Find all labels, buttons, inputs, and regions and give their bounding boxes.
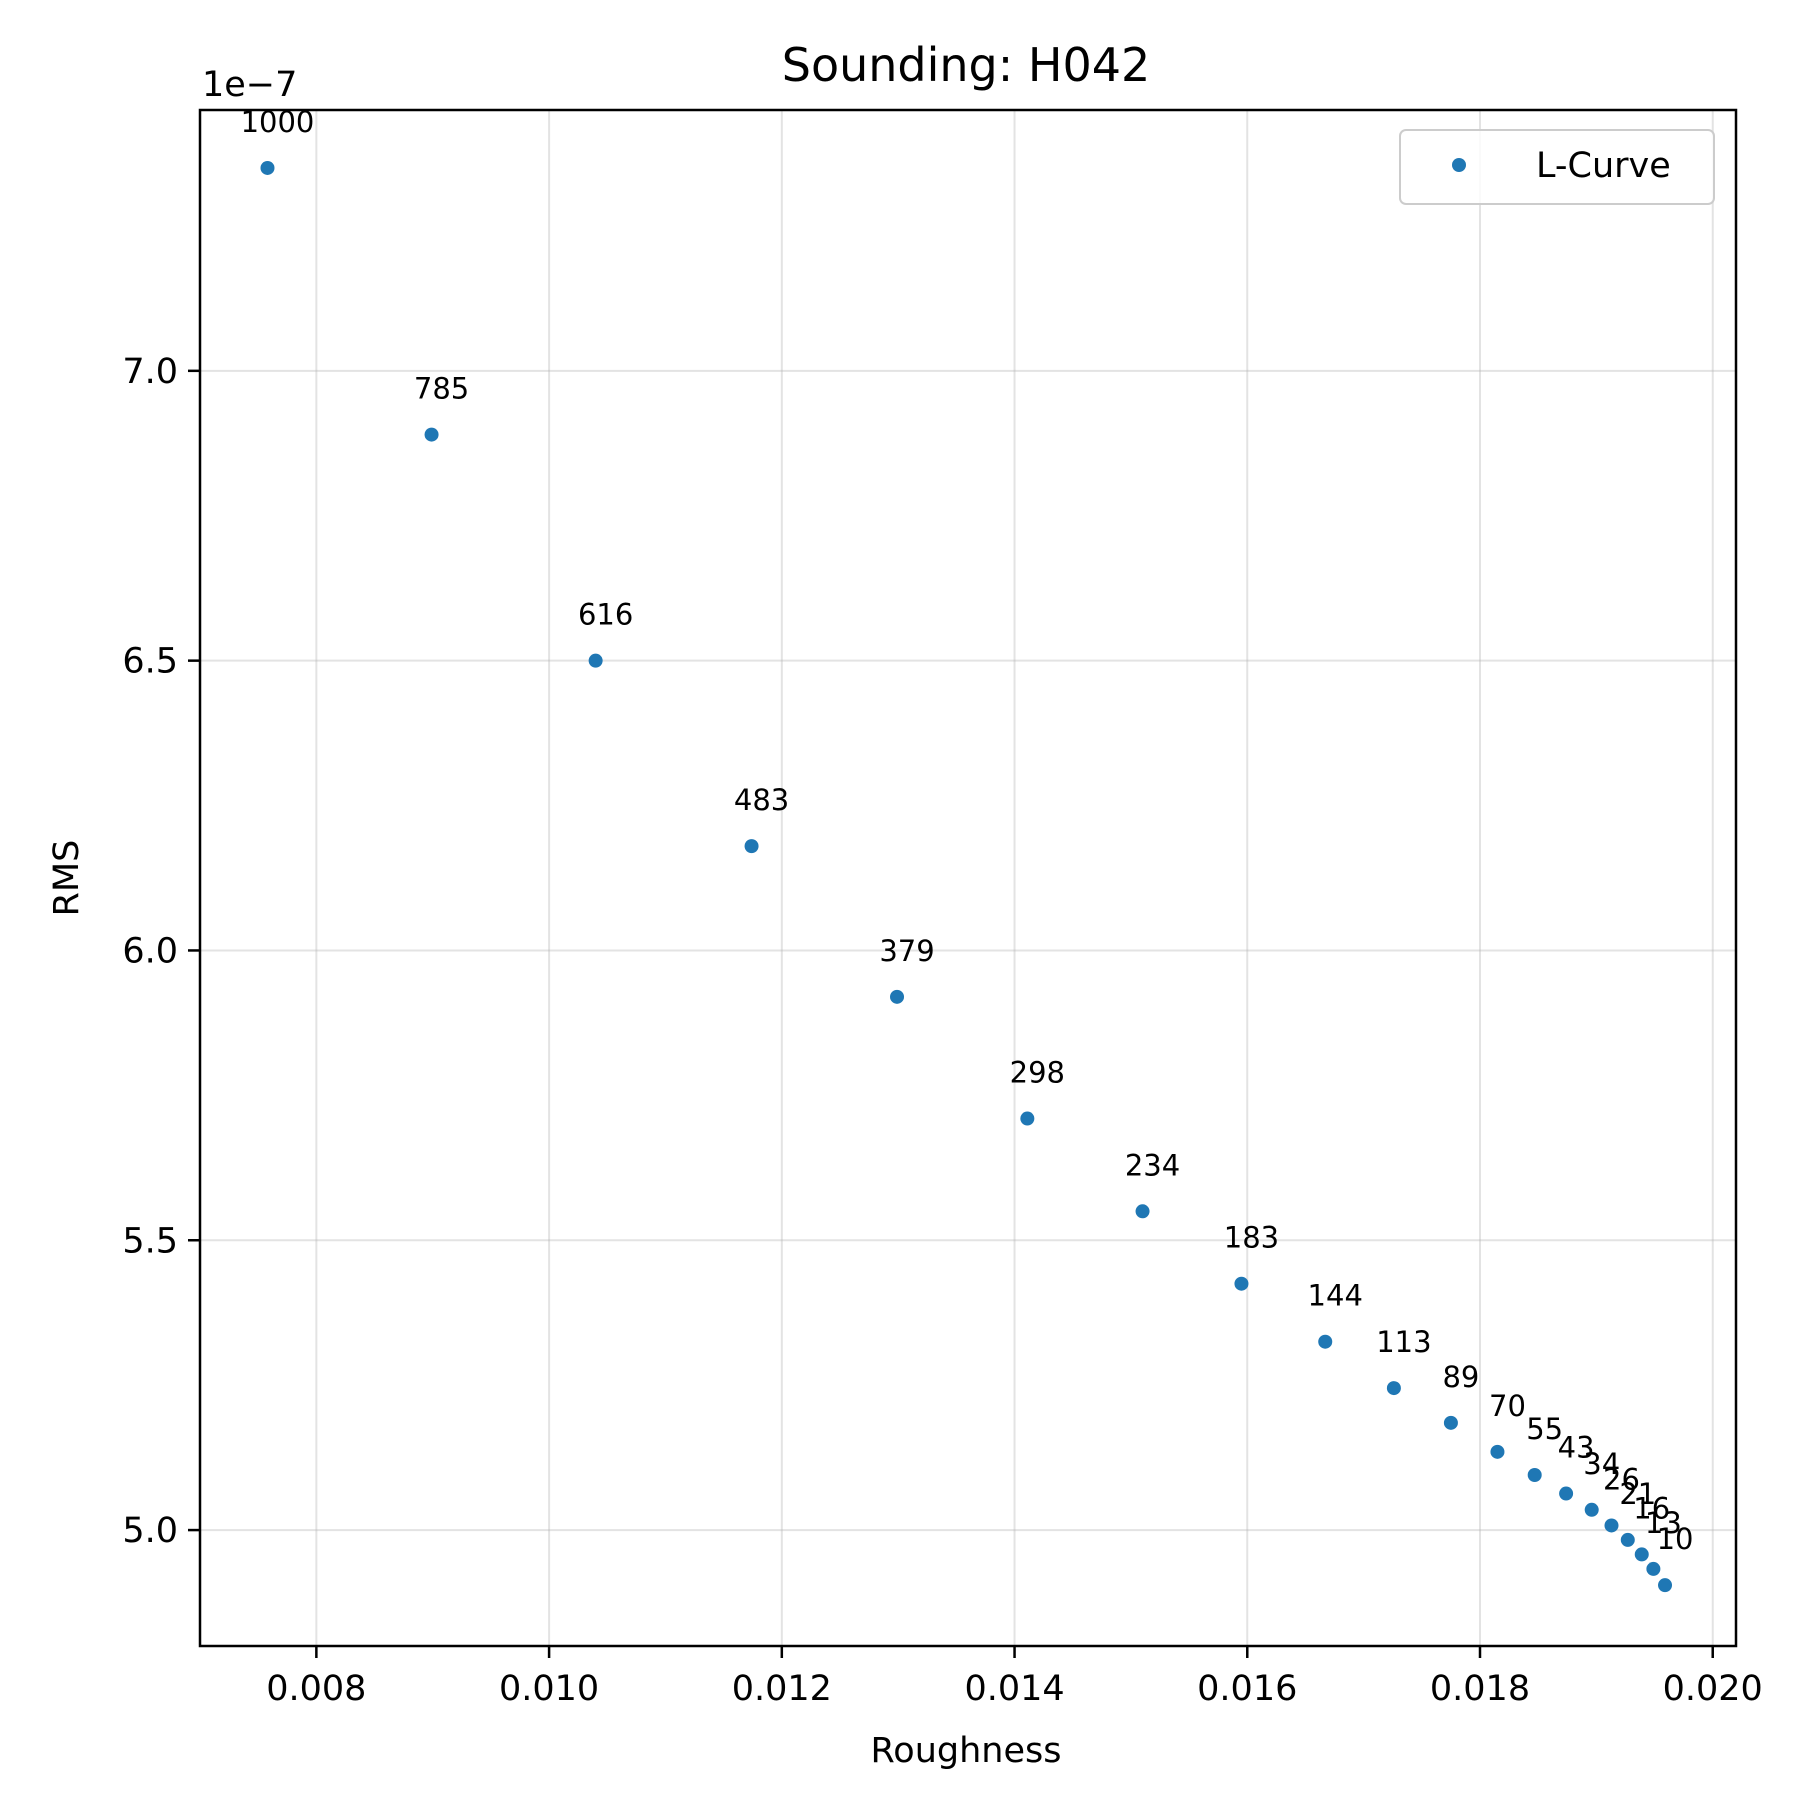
- data-point-label: 13: [1645, 1506, 1682, 1540]
- y-tick-label: 5.5: [122, 1221, 178, 1261]
- data-point: [1490, 1444, 1505, 1459]
- data-point-label: 785: [414, 372, 469, 406]
- x-axis-label: Roughness: [871, 1731, 1062, 1771]
- data-point-label: 26: [1603, 1462, 1640, 1496]
- x-tick-label: 0.018: [1430, 1669, 1530, 1709]
- data-point-label: 89: [1442, 1360, 1479, 1394]
- data-point: [1527, 1468, 1542, 1483]
- y-tick-label: 7.0: [122, 352, 178, 392]
- data-point-label: 379: [879, 934, 934, 968]
- data-point-label: 55: [1526, 1412, 1563, 1446]
- y-tick-label: 6.5: [122, 642, 178, 682]
- data-point-label: 298: [1010, 1056, 1065, 1090]
- y-tick-label: 6.0: [122, 931, 178, 971]
- y-axis-ticks: 5.0 5.5 6.0 6.5 7.0: [122, 352, 200, 1551]
- plot-frame: [198, 108, 1738, 1648]
- data-point: [1386, 1381, 1401, 1396]
- data-point: [260, 160, 275, 175]
- data-point-label: 43: [1558, 1431, 1595, 1465]
- y-axis-offset-label: 1e−7: [202, 65, 297, 105]
- x-tick-label: 0.012: [732, 1669, 832, 1709]
- chart-title: Sounding: H042: [782, 38, 1151, 92]
- data-point: [1646, 1561, 1661, 1576]
- x-tick-label: 0.020: [1663, 1669, 1763, 1709]
- x-tick-label: 0.008: [266, 1669, 366, 1709]
- grid: [200, 110, 1736, 1646]
- data-point-label: 183: [1224, 1221, 1279, 1255]
- data-point: [1658, 1578, 1673, 1593]
- data-point-label: 70: [1489, 1389, 1526, 1423]
- data-point-label: 21: [1619, 1477, 1656, 1511]
- legend-entry-l-curve: L-Curve: [1536, 146, 1671, 186]
- data-point: [1584, 1502, 1599, 1517]
- legend-marker: [1452, 158, 1466, 172]
- data-point-label: 16: [1633, 1491, 1670, 1525]
- x-tick-label: 0.014: [964, 1669, 1064, 1709]
- data-point-label: 10: [1657, 1522, 1694, 1556]
- data-point-label: 616: [578, 598, 633, 632]
- x-tick-label: 0.016: [1197, 1669, 1297, 1709]
- data-point: [1604, 1518, 1619, 1533]
- data-point: [890, 989, 905, 1004]
- data-point-label: 113: [1376, 1325, 1431, 1359]
- data-point-label: 483: [734, 783, 789, 817]
- data-point-label: 144: [1308, 1279, 1363, 1313]
- data-point: [424, 427, 439, 442]
- legend: L-Curve: [1399, 129, 1715, 205]
- x-tick-label: 0.010: [499, 1669, 599, 1709]
- data-point: [1020, 1111, 1035, 1126]
- y-axis-label: RMS: [47, 840, 87, 917]
- data-point: [1443, 1415, 1458, 1430]
- data-points: [260, 160, 1673, 1593]
- data-point-label: 234: [1125, 1148, 1180, 1182]
- x-axis-ticks: 0.008 0.010 0.012 0.014 0.016 0.018 0.020: [266, 1646, 1763, 1709]
- data-point-label: 34: [1583, 1447, 1620, 1481]
- y-tick-label: 5.0: [122, 1511, 178, 1551]
- data-point: [1234, 1276, 1249, 1291]
- data-point: [588, 653, 603, 668]
- data-point: [1634, 1547, 1649, 1562]
- data-point: [1620, 1532, 1635, 1547]
- data-point: [1318, 1334, 1333, 1349]
- data-point: [1559, 1486, 1574, 1501]
- data-point: [1135, 1204, 1150, 1219]
- data-point: [744, 839, 759, 854]
- legend-box: [1399, 129, 1715, 205]
